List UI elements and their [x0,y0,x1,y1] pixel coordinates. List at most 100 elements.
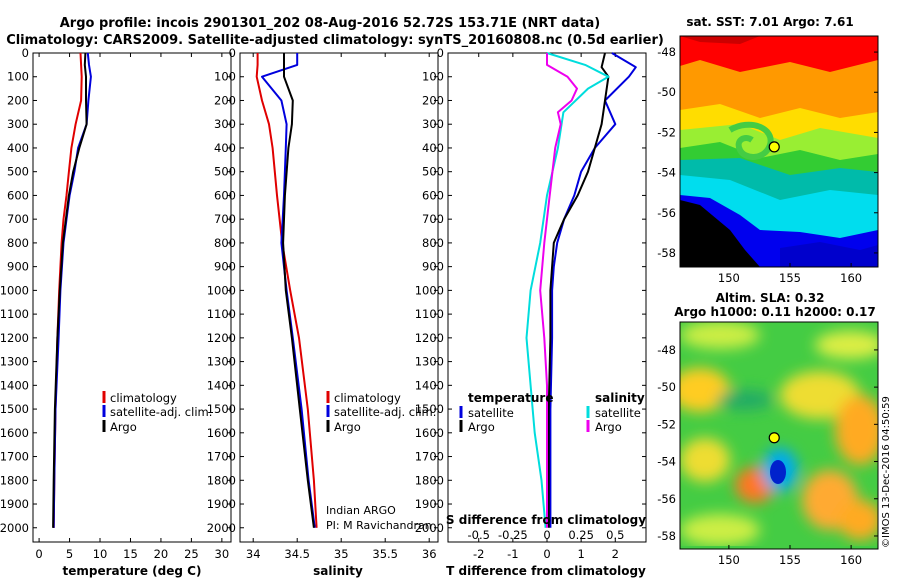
argo-location-marker [768,141,780,153]
y-tick-label: 2000 [0,521,29,535]
x-tick-label: 36 [422,547,437,561]
y-tick-label: 300 [214,117,236,131]
y-tick-label: 1800 [0,473,29,487]
argo-location-marker [768,432,780,444]
x-tick-label: 35.5 [372,547,398,561]
salinity-legend: climatology satellite-adj. clim. Argo [326,391,436,434]
y-tick-label: 1000 [207,283,236,297]
y-tick-label: 700 [214,212,236,226]
y-tick-label: 300 [7,117,29,131]
s-x-tick-label: 0 [543,528,550,542]
legend-t-argo-label: Argo [468,420,495,434]
y-tick-label: 300 [422,117,444,131]
y-tick-label: 1900 [0,497,29,511]
legend-argo-label: Argo [110,420,137,434]
y-tick-label: 1700 [415,450,444,464]
y-tick-label: 2000 [207,521,236,535]
map-x-tick-label: 155 [779,553,801,567]
y-tick-label: 400 [422,141,444,155]
sla-map-title-line2: Argo h1000: 0.11 h2000: 0.17 [674,305,875,319]
y-tick-label: 900 [422,260,444,274]
map-y-tick-label: -52 [657,125,676,139]
y-tick-label: 1800 [207,473,236,487]
y-tick-label: 900 [7,260,29,274]
x-tick-label: 1 [577,547,584,561]
x-tick-label: 15 [123,547,138,561]
annotation-pi-name: PI: M Ravichandran [326,519,432,532]
map-y-tick-label: -50 [657,380,676,394]
y-tick-label: 1000 [0,283,29,297]
map-y-tick-label: -48 [657,343,676,357]
y-tick-label: 400 [214,141,236,155]
y-tick-label: 1500 [207,402,236,416]
y-tick-label: 0 [437,46,444,60]
y-tick-label: 800 [422,236,444,250]
s-x-tick-label: -0.25 [498,528,528,542]
y-tick-label: 600 [214,188,236,202]
legend-climatology-label: climatology [334,391,401,405]
legend-t-satellite-label: satellite [468,406,514,420]
y-tick-label: 1200 [207,331,236,345]
temperature-panel: 0100200300400500600700800900100011001200… [0,46,232,578]
map-x-tick-label: 150 [718,271,740,285]
s-x-tick-label: -0.5 [467,528,489,542]
series-line-argo [282,53,315,528]
x-tick-label: 35 [334,547,349,561]
figure-title-line2: Climatology: CARS2009. Satellite-adjuste… [6,33,664,48]
map-y-tick-label: -48 [657,45,676,59]
x-tick-label: 0 [543,547,550,561]
y-tick-label: 1300 [207,355,236,369]
y-tick-label: 500 [214,165,236,179]
x-tick-label: 34.5 [284,547,310,561]
y-tick-label: 1000 [415,283,444,297]
x-tick-label: 10 [93,547,108,561]
y-tick-label: 1900 [415,497,444,511]
y-tick-label: 500 [7,165,29,179]
y-tick-label: 200 [7,93,29,107]
map-x-tick-label: 160 [840,271,862,285]
y-tick-label: 1800 [415,473,444,487]
legend-satellite-label: satellite-adj. clim. [334,405,436,419]
y-tick-label: 1400 [0,378,29,392]
x-tick-label: 34 [246,547,261,561]
y-tick-label: 1500 [0,402,29,416]
legend-s-argo-label: Argo [595,420,622,434]
y-tick-label: 800 [7,236,29,250]
y-tick-label: 200 [214,93,236,107]
figure-title-line1: Argo profile: incois 2901301_202 08-Aug-… [60,16,601,31]
sst-map-title: sat. SST: 7.01 Argo: 7.61 [686,15,853,29]
x-tick-label: 30 [215,547,230,561]
y-tick-label: 1200 [0,331,29,345]
y-tick-label: 1700 [0,450,29,464]
x-tick-label: -2 [473,547,484,561]
y-tick-label: 2000 [415,521,444,535]
y-tick-label: 100 [422,70,444,84]
salinity-plot-frame [239,52,439,543]
y-tick-label: 1400 [207,378,236,392]
legend-satellite-label: satellite-adj. clim. [110,405,212,419]
x-tick-label: 2 [612,547,619,561]
map-y-tick-label: -50 [657,85,676,99]
y-tick-label: 100 [7,70,29,84]
legend-climatology-label: climatology [110,391,177,405]
y-tick-label: 400 [7,141,29,155]
y-tick-label: 700 [422,212,444,226]
y-tick-label: 1400 [415,378,444,392]
map-y-tick-label: -56 [657,492,676,506]
series-line-t-satellite [549,52,637,528]
y-tick-label: 1700 [207,450,236,464]
map-y-tick-label: -56 [657,206,676,220]
y-tick-label: 700 [7,212,29,226]
map-y-tick-label: -54 [657,455,676,469]
x-tick-label: 20 [154,547,169,561]
series-line-s-satellite [525,52,610,528]
y-tick-label: 1300 [0,355,29,369]
t-difference-xlabel: T difference from climatology [446,564,646,578]
series-line-s-argo [539,53,578,528]
y-tick-label: 100 [214,70,236,84]
x-tick-label: 5 [66,547,73,561]
y-tick-label: 1100 [0,307,29,321]
map-y-tick-label: -54 [657,166,676,180]
difference-panel: 0100200300400500600700800900100011001200… [415,46,647,578]
sst-heatmap [680,36,878,267]
